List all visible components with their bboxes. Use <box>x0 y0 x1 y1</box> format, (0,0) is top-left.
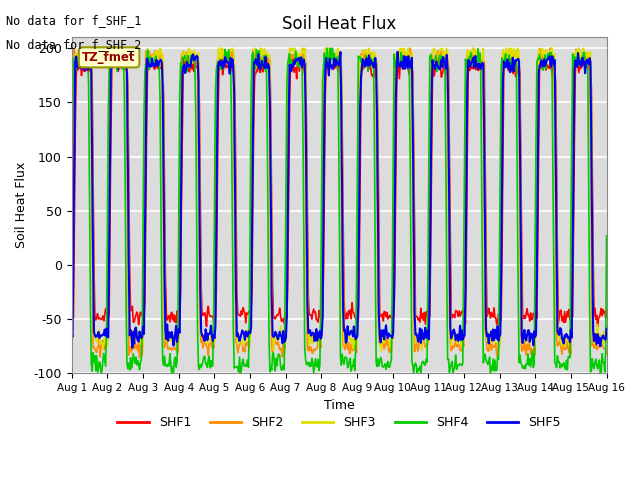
SHF3 <box>68 328 76 334</box>
SHF4 <box>427 52 435 58</box>
Line: SHF2: SHF2 <box>72 48 607 358</box>
SHF4 <box>97 371 105 376</box>
SHF2 <box>207 338 215 344</box>
SHF3 <box>385 335 392 340</box>
SHF5 <box>68 331 76 336</box>
SHF4 <box>68 231 76 237</box>
SHF1 <box>310 306 317 312</box>
SHF5 <box>206 330 214 336</box>
Text: TZ_fmet: TZ_fmet <box>83 51 136 64</box>
SHF5 <box>310 338 318 344</box>
SHF1 <box>603 307 611 313</box>
SHF1 <box>383 310 391 315</box>
SHF3 <box>427 140 435 145</box>
Line: SHF1: SHF1 <box>72 49 607 327</box>
SHF2 <box>136 355 143 360</box>
SHF4 <box>385 364 392 370</box>
SHF2 <box>385 348 392 354</box>
SHF5 <box>129 345 136 351</box>
SHF3 <box>603 339 611 345</box>
SHF1 <box>163 310 170 315</box>
Legend: SHF1, SHF2, SHF3, SHF4, SHF5: SHF1, SHF2, SHF3, SHF4, SHF5 <box>113 411 566 434</box>
Title: Soil Heat Flux: Soil Heat Flux <box>282 15 396 33</box>
SHF3 <box>206 334 214 340</box>
SHF3 <box>79 45 87 51</box>
SHF4 <box>310 363 318 369</box>
SHF2 <box>472 52 480 58</box>
SHF3 <box>378 348 385 354</box>
SHF5 <box>384 336 392 341</box>
SHF2 <box>603 351 611 357</box>
SHF5 <box>472 62 480 68</box>
SHF2 <box>77 45 85 51</box>
Y-axis label: Soil Heat Flux: Soil Heat Flux <box>15 162 28 249</box>
Text: No data for f_SHF_2: No data for f_SHF_2 <box>6 38 142 51</box>
SHF4 <box>603 233 611 239</box>
SHF4 <box>323 45 331 51</box>
SHF3 <box>310 329 318 335</box>
SHF1 <box>205 311 213 317</box>
SHF3 <box>163 339 171 345</box>
Line: SHF3: SHF3 <box>72 48 607 351</box>
SHF4 <box>206 365 214 371</box>
SHF5 <box>163 322 171 327</box>
SHF4 <box>472 60 480 66</box>
Text: No data for f_SHF_1: No data for f_SHF_1 <box>6 14 142 27</box>
SHF1 <box>470 59 478 65</box>
SHF1 <box>68 306 76 312</box>
SHF4 <box>163 364 171 370</box>
Line: SHF5: SHF5 <box>72 52 607 348</box>
SHF1 <box>572 47 580 52</box>
Line: SHF4: SHF4 <box>72 48 607 373</box>
SHF2 <box>312 346 319 352</box>
SHF2 <box>68 345 76 351</box>
SHF5 <box>603 326 611 332</box>
SHF1 <box>425 319 433 324</box>
SHF3 <box>472 49 480 55</box>
SHF1 <box>594 324 602 330</box>
SHF2 <box>164 347 172 352</box>
SHF5 <box>394 49 401 55</box>
SHF5 <box>427 187 435 193</box>
X-axis label: Time: Time <box>324 398 355 412</box>
SHF2 <box>427 67 435 72</box>
